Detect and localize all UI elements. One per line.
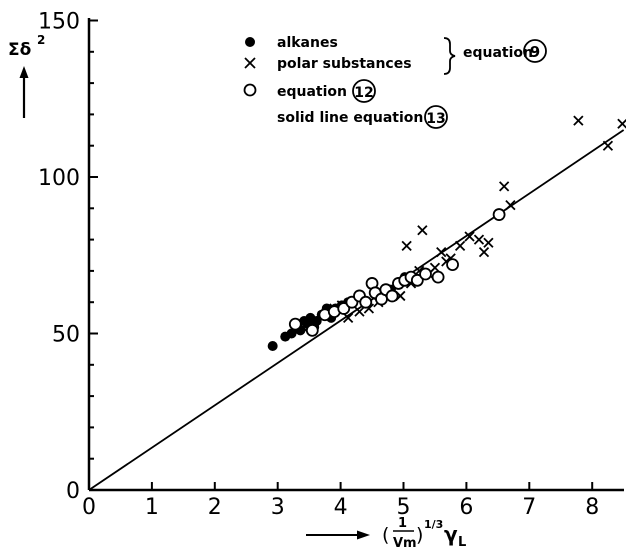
alkane-point (267, 341, 278, 352)
y-axis-arrow-head (19, 66, 29, 78)
legend-eq9-circle (523, 39, 547, 63)
polar-substance-point (573, 115, 584, 126)
x-axis-frac-num: 1 (398, 516, 407, 531)
legend-polar-label: polar substances (277, 56, 412, 72)
legend-eq13-circle (424, 105, 448, 129)
polar-substance-point (354, 306, 365, 317)
polar-substance-point (478, 246, 490, 258)
x-tick-label: 2 (208, 495, 222, 520)
equation-12-point (419, 267, 432, 281)
x-tick-label: 7 (522, 495, 536, 520)
polar-substance-point (617, 118, 626, 129)
x-axis-title: ( 1 Vm ) 1/3 γ L (306, 516, 466, 551)
equation-12-point (492, 208, 506, 221)
x-tick-label: 0 (82, 495, 96, 520)
x-tick-label: 4 (334, 495, 348, 520)
legend-eq12-circle (352, 79, 376, 103)
y-axis-exponent: 2 (37, 33, 45, 47)
x-axis-subscript: L (458, 535, 466, 550)
legend-eq12-label: equation (277, 84, 347, 100)
y-tick-label: 150 (38, 10, 80, 35)
y-tick-label: 0 (66, 479, 80, 504)
legend-eq12-number: 12 (354, 85, 373, 101)
x-tick-label: 3 (271, 495, 285, 520)
polar-substance-point (401, 240, 412, 251)
legend-eq9-number: 9 (530, 43, 540, 61)
x-axis-arrow-head (357, 530, 370, 540)
equation-13-fit-line (88, 129, 625, 491)
y-tick-label: 50 (52, 323, 80, 348)
polar-substance-point (483, 237, 494, 248)
equation-12-point (385, 289, 399, 303)
equation-12-point (410, 273, 424, 287)
legend-alkanes-marker (245, 37, 255, 47)
legend: alkanes polar substances equation 9 equa… (243, 35, 547, 129)
polar-substance-point (499, 181, 510, 192)
legend-polar-marker (244, 57, 256, 69)
data-points (267, 115, 626, 352)
polar-substance-point (436, 246, 447, 258)
legend-brace (443, 37, 456, 75)
equation-12-point (337, 302, 351, 315)
legend-alkanes-label: alkanes (277, 35, 338, 51)
y-axis-title: Σδ 2 (8, 33, 45, 118)
y-axis-symbol: Σδ (8, 40, 31, 60)
polar-substance-point (505, 200, 516, 211)
axes (87, 18, 624, 492)
equation-12-point (305, 323, 319, 337)
equation-12-point (431, 270, 445, 284)
polar-substance-point (464, 231, 475, 242)
x-tick-label: 5 (397, 495, 411, 520)
equation-12-point (359, 295, 373, 309)
equation-12-point (446, 258, 459, 272)
ticks (88, 19, 594, 490)
polar-substance-point (343, 312, 354, 323)
x-axis-paren-close: ) (416, 524, 423, 546)
x-axis-frac-den: Vm (393, 536, 417, 551)
x-tick-label: 6 (459, 495, 473, 520)
x-tick-label: 8 (585, 495, 599, 520)
x-axis-paren-open: ( (382, 524, 389, 546)
legend-line-label: solid line equation (277, 110, 423, 126)
polar-substance-point (417, 225, 428, 236)
x-axis-symbol: γ (444, 522, 458, 546)
y-tick-label: 100 (38, 166, 80, 191)
x-axis-exponent: 1/3 (424, 518, 443, 531)
polar-substance-point (602, 140, 614, 151)
legend-eq12-marker (243, 83, 257, 97)
legend-eq9-label: equation (463, 45, 533, 61)
polar-substance-point (454, 240, 466, 251)
x-tick-label: 1 (145, 495, 159, 520)
equation-12-point (288, 317, 302, 331)
polar-substance-point (473, 234, 485, 245)
legend-eq13-number: 13 (426, 111, 445, 127)
